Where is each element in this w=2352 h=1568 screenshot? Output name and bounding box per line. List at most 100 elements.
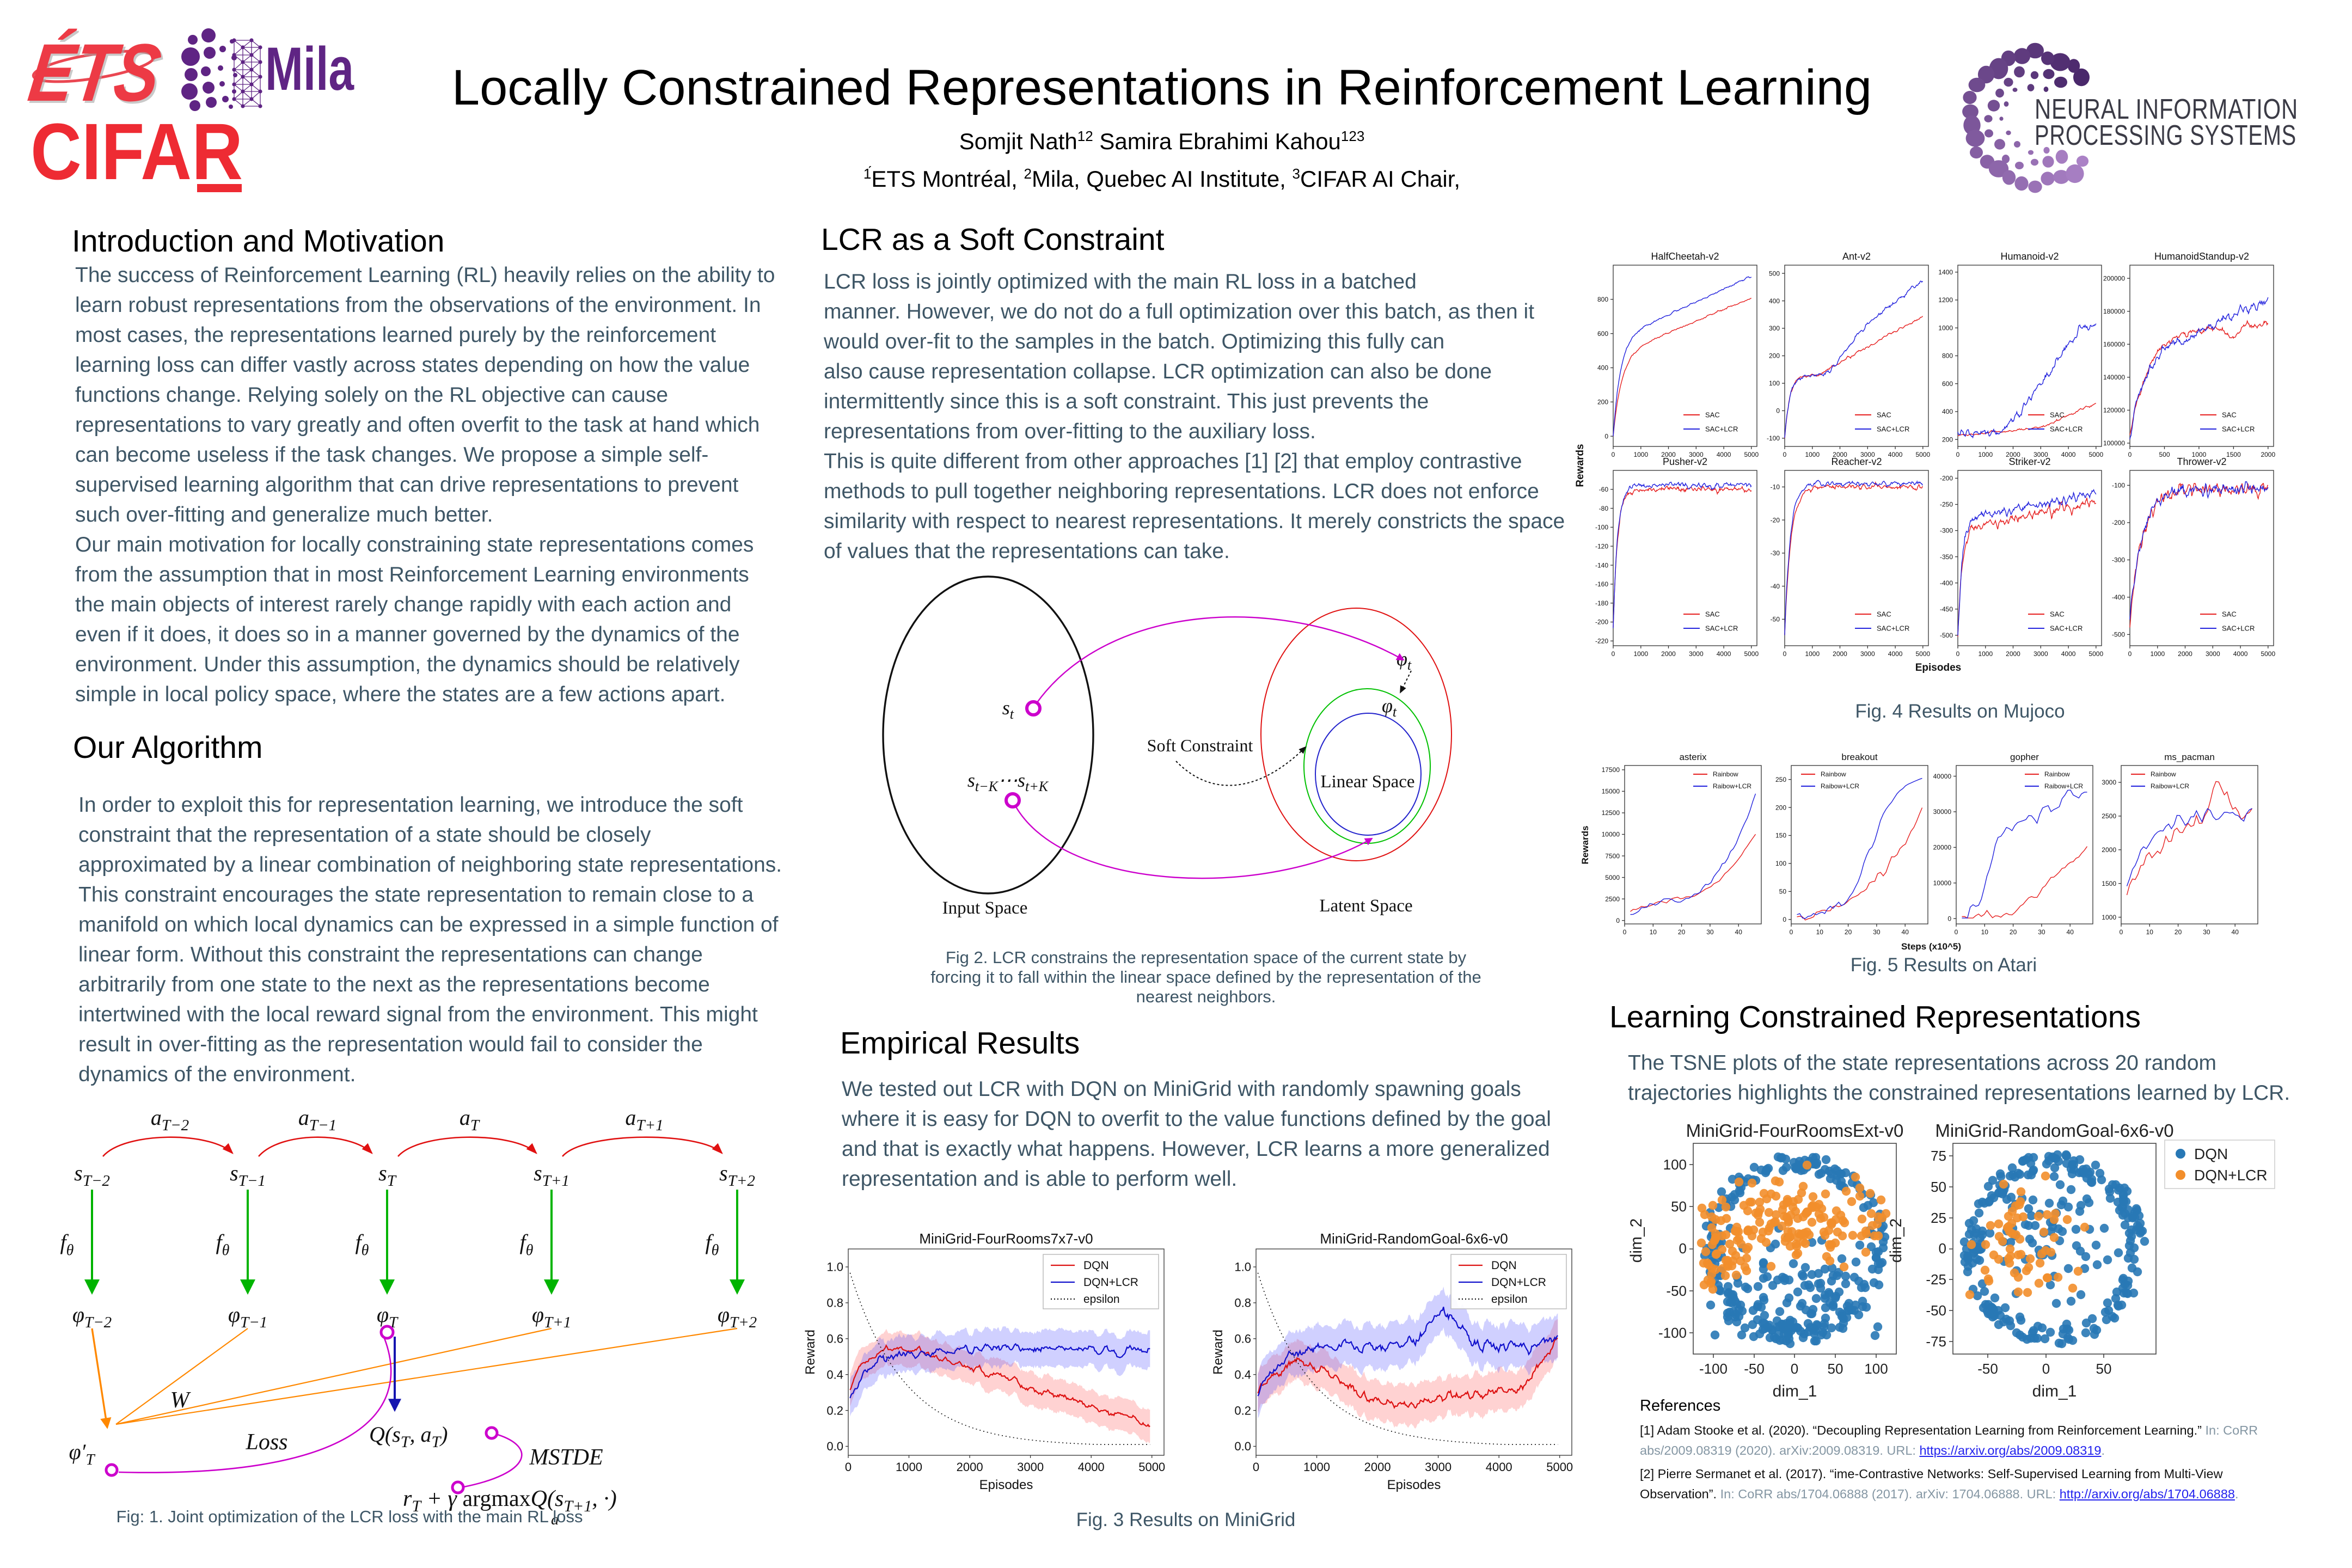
svg-text:1000: 1000 xyxy=(1633,451,1648,458)
svg-text:SAC+LCR: SAC+LCR xyxy=(2050,624,2082,633)
svg-text:0: 0 xyxy=(1955,928,1958,936)
svg-text:2000: 2000 xyxy=(957,1460,983,1474)
svg-text:Mila: Mila xyxy=(265,35,354,103)
svg-text:1000: 1000 xyxy=(1805,451,1820,458)
svg-text:40: 40 xyxy=(1902,928,1909,936)
svg-text:200: 200 xyxy=(1597,399,1608,406)
svg-text:50: 50 xyxy=(2096,1361,2112,1377)
svg-text:400: 400 xyxy=(1597,364,1608,372)
svg-text:10000: 10000 xyxy=(1602,831,1620,838)
svg-text:Raibow+LCR: Raibow+LCR xyxy=(1713,782,1751,790)
svg-text:Steps (x10^5): Steps (x10^5) xyxy=(1901,941,1961,952)
svg-text:200: 200 xyxy=(1775,804,1786,811)
svg-text:250: 250 xyxy=(1775,776,1786,783)
svg-text:0: 0 xyxy=(1776,407,1780,415)
svg-text:φt: φt xyxy=(1396,648,1412,673)
svg-text:-75: -75 xyxy=(1926,1333,1946,1350)
svg-text:0.8: 0.8 xyxy=(826,1296,843,1310)
svg-text:-80: -80 xyxy=(1599,505,1609,512)
svg-text:2000: 2000 xyxy=(2178,650,2192,658)
svg-text:DQN+LCR: DQN+LCR xyxy=(2194,1167,2268,1184)
svg-text:Reward: Reward xyxy=(803,1330,818,1375)
svg-text:SAC+LCR: SAC+LCR xyxy=(2222,624,2255,633)
svg-text:0: 0 xyxy=(1612,451,1615,458)
svg-text:-50: -50 xyxy=(1771,616,1780,623)
svg-text:5000: 5000 xyxy=(1605,874,1620,881)
svg-text:NEURAL INFORMATION: NEURAL INFORMATION xyxy=(2035,94,2298,125)
svg-text:1000: 1000 xyxy=(1978,650,1993,658)
svg-text:400: 400 xyxy=(1769,297,1780,305)
svg-text:600: 600 xyxy=(1942,380,1953,388)
svg-text:-140: -140 xyxy=(1595,561,1608,569)
svg-text:Rainbow: Rainbow xyxy=(2151,770,2176,778)
svg-text:1400: 1400 xyxy=(1938,268,1953,276)
svg-text:100: 100 xyxy=(1775,860,1786,867)
svg-text:2000: 2000 xyxy=(2006,451,2020,458)
svg-text:SAC: SAC xyxy=(1877,411,1891,419)
svg-text:10000: 10000 xyxy=(1933,879,1952,887)
svg-text:4000: 4000 xyxy=(1717,650,1731,658)
svg-text:breakout: breakout xyxy=(1841,752,1877,762)
svg-text:Rainbow: Rainbow xyxy=(1821,770,1846,778)
svg-text:Q(sT, aT): Q(sT, aT) xyxy=(369,1422,448,1451)
svg-text:HalfCheetah-v2: HalfCheetah-v2 xyxy=(1651,251,1719,262)
svg-text:0: 0 xyxy=(2128,451,2132,458)
svg-text:1200: 1200 xyxy=(1938,296,1953,304)
svg-text:4000: 4000 xyxy=(1717,451,1731,458)
svg-text:120000: 120000 xyxy=(2103,407,2125,414)
svg-text:0.6: 0.6 xyxy=(1234,1332,1251,1346)
svg-text:DQN: DQN xyxy=(1491,1259,1517,1272)
svg-text:0: 0 xyxy=(845,1460,852,1474)
svg-text:15000: 15000 xyxy=(1602,788,1620,795)
svg-text:2000: 2000 xyxy=(1661,650,1676,658)
svg-text:MSTDE: MSTDE xyxy=(529,1445,603,1470)
svg-text:2000: 2000 xyxy=(1661,451,1676,458)
svg-text:4000: 4000 xyxy=(1888,451,1903,458)
svg-text:7500: 7500 xyxy=(1605,852,1620,860)
svg-text:0: 0 xyxy=(1947,915,1951,922)
svg-text:0.8: 0.8 xyxy=(1234,1296,1251,1310)
svg-text:0: 0 xyxy=(1939,1240,1946,1257)
svg-text:1000: 1000 xyxy=(896,1460,922,1474)
svg-text:dim_1: dim_1 xyxy=(2032,1382,2077,1400)
svg-text:-350: -350 xyxy=(1940,553,1953,561)
svg-text:SAC: SAC xyxy=(2222,411,2237,419)
svg-text:1000: 1000 xyxy=(2150,650,2165,658)
svg-text:1000: 1000 xyxy=(1978,451,1993,458)
svg-text:40: 40 xyxy=(1735,928,1743,936)
svg-text:800: 800 xyxy=(1942,352,1953,360)
svg-text:Rainbow: Rainbow xyxy=(1713,770,1738,778)
svg-text:40000: 40000 xyxy=(1933,773,1952,780)
svg-text:2000: 2000 xyxy=(1833,451,1847,458)
svg-text:Latent Space: Latent Space xyxy=(1319,896,1412,916)
svg-text:-100: -100 xyxy=(1595,524,1608,531)
svg-text:gopher: gopher xyxy=(2010,752,2039,762)
svg-text:aT−2: aT−2 xyxy=(151,1105,189,1134)
svg-text:10: 10 xyxy=(2146,928,2154,936)
svg-text:17500: 17500 xyxy=(1602,766,1620,774)
svg-text:dim_1: dim_1 xyxy=(1773,1382,1817,1400)
svg-text:Input Space: Input Space xyxy=(942,898,1028,918)
svg-text:SAC+LCR: SAC+LCR xyxy=(1877,624,1909,633)
svg-text:MiniGrid-FourRoomsExt-v0: MiniGrid-FourRoomsExt-v0 xyxy=(1686,1120,1904,1141)
svg-text:-220: -220 xyxy=(1595,638,1608,645)
svg-text:0: 0 xyxy=(1790,928,1793,936)
svg-text:SAC: SAC xyxy=(1877,610,1891,618)
svg-text:50: 50 xyxy=(1828,1361,1843,1377)
svg-text:ÉTS: ÉTS xyxy=(26,29,168,120)
svg-text:epsilon: epsilon xyxy=(1491,1293,1528,1306)
svg-text:-10: -10 xyxy=(1771,483,1780,491)
svg-text:Raibow+LCR: Raibow+LCR xyxy=(2151,782,2189,790)
svg-text:1000: 1000 xyxy=(1805,650,1820,658)
svg-text:SAC+LCR: SAC+LCR xyxy=(1705,425,1738,433)
svg-text:Ant-v2: Ant-v2 xyxy=(1842,251,1871,262)
svg-text:-30: -30 xyxy=(1771,549,1780,557)
svg-text:5000: 5000 xyxy=(2088,451,2103,458)
svg-text:-180: -180 xyxy=(1595,599,1608,607)
svg-text:3000: 3000 xyxy=(1689,451,1704,458)
svg-text:2000: 2000 xyxy=(2102,846,2116,854)
svg-text:10: 10 xyxy=(1650,928,1657,936)
svg-text:-60: -60 xyxy=(1599,486,1609,493)
svg-text:50: 50 xyxy=(1931,1179,1946,1195)
svg-text:-40: -40 xyxy=(1771,583,1780,590)
